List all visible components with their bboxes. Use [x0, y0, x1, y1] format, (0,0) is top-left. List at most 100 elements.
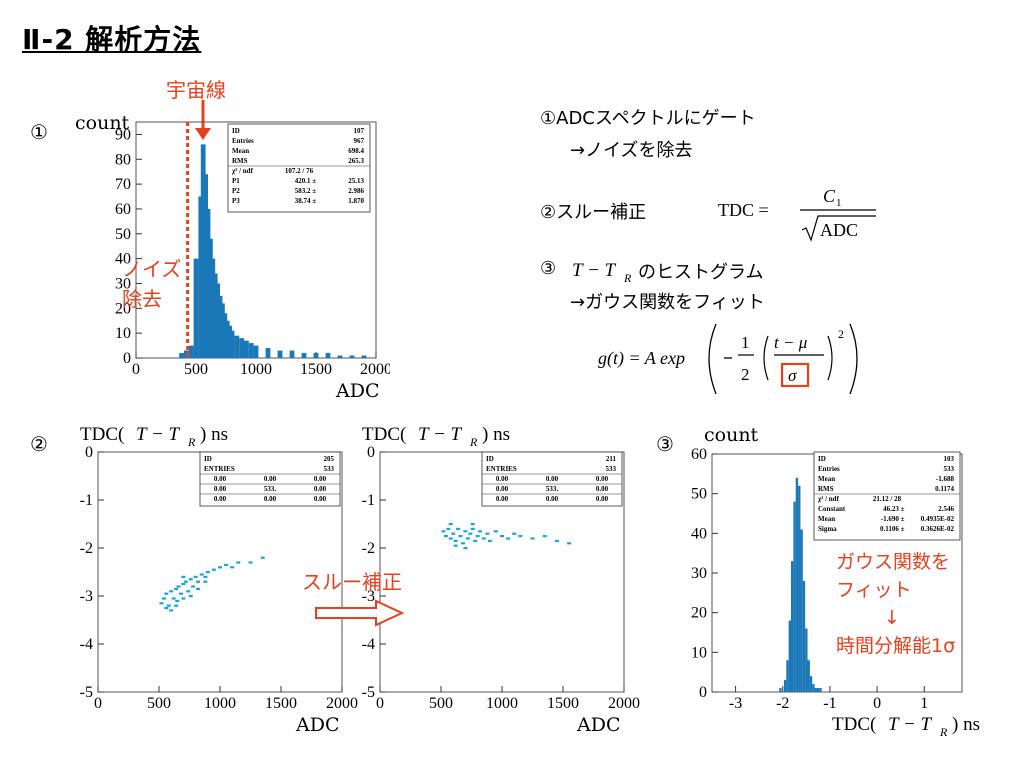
chart3-point — [512, 532, 517, 535]
chart4-bar — [798, 485, 801, 692]
chart4-xlabel-sub: R — [939, 725, 948, 739]
chart3-ylabel-pre: TDC( — [362, 424, 406, 445]
chart1-bar — [325, 353, 331, 358]
marker-1: ① — [30, 120, 48, 144]
chart2-stats-cell: 0.00 — [214, 485, 227, 493]
chart3-ytick-label: -5 — [362, 684, 375, 701]
chart2-point — [199, 573, 204, 576]
chart2-point — [186, 590, 191, 593]
chart1-fit-error: 1.870 — [348, 197, 364, 205]
chart4-stats-value: 103 — [944, 455, 955, 463]
chart1-ytick-label: 20 — [115, 300, 131, 317]
chart1-ytick-label: 70 — [115, 176, 131, 193]
chart1-chi2-value: 107.2 / 76 — [285, 167, 314, 175]
chart3-point — [473, 539, 478, 542]
chart2-ytick-label: 0 — [85, 444, 93, 461]
tdc-formula-den: ADC — [820, 220, 858, 240]
chart4-fit-error: 0.3626E-02 — [921, 525, 955, 533]
chart2-point — [203, 580, 208, 583]
chart4-bar — [783, 680, 787, 692]
chart2-stats-value: 205 — [324, 455, 335, 463]
chart4-xlabel: TDC( T − T R ) ns — [832, 714, 980, 739]
chart1-stats-key: Mean — [232, 147, 249, 155]
chart4-bar — [814, 688, 817, 692]
chart3-stats-cell: 0.00 — [596, 485, 609, 493]
chart3-xtick-label: 2000 — [608, 695, 640, 710]
chart2-xtick-label: 2000 — [326, 695, 358, 710]
chart3-point — [567, 542, 572, 545]
chart2-stats-cell: 0.00 — [214, 475, 227, 483]
chart3-point — [500, 535, 504, 538]
chart3-stats-cell: 0.00 — [596, 475, 609, 483]
gauss-formula-lhs: g(t) = A exp — [598, 348, 685, 369]
chart4-xtick-label: -3 — [729, 695, 742, 712]
chart2-stats-key: ID — [204, 455, 212, 463]
chart3-stats-cell: 0.00 — [546, 495, 559, 503]
chart1-ytick-label: 80 — [115, 151, 131, 168]
chart4-ytick-label: 20 — [691, 605, 707, 622]
chart3-point — [470, 523, 475, 526]
chart3-point — [542, 535, 547, 538]
step3-suffix: のヒストグラム — [638, 262, 764, 283]
step3-prefix: ③ — [540, 258, 557, 279]
chart4-chi2-value: 21.12 / 28 — [873, 495, 902, 503]
chart4-fit-error: 2.546 — [938, 505, 954, 513]
chart1-bar — [301, 353, 307, 358]
chart3-point — [453, 544, 458, 547]
chart3-stats-cell: 0.00 — [546, 475, 559, 483]
noise-label-line1: ノイズ — [122, 257, 182, 281]
gauss-fit-line1: ガウス関数を — [836, 551, 951, 573]
chart4-bar — [807, 660, 810, 692]
chart2-xtick-label: 1500 — [265, 695, 297, 710]
chart1-fit-param: P2 — [232, 187, 240, 195]
chart3-point — [463, 547, 468, 550]
t-minus-tr: T − T — [572, 260, 617, 281]
chart3-xtick-label: 500 — [429, 695, 453, 710]
chart3-point — [443, 535, 448, 538]
chart1-xtick-label: 1000 — [240, 361, 272, 378]
chart2-stats-cell: 0.00 — [314, 485, 327, 493]
chart3-ylabel-sub: R — [469, 435, 478, 449]
chart4-ytick-label: 30 — [691, 565, 707, 582]
chart1-fit-param: P3 — [232, 197, 240, 205]
gauss-fit-annotation: ガウス関数を フィット ↓ 時間分解能1σ — [836, 548, 955, 660]
chart4-bar — [779, 688, 782, 692]
chart1-bar — [234, 335, 240, 358]
chart4-bar — [805, 628, 808, 692]
chart4-stats-key: RMS — [818, 485, 834, 493]
chart4-xtick-label: 0 — [873, 695, 881, 712]
chart1-bar — [289, 350, 295, 358]
chart1-ylabel: count — [75, 112, 130, 134]
chart4-ytick-label: 40 — [691, 525, 707, 542]
chart4-stats-value: 0.1174 — [935, 485, 954, 493]
chart4-bar — [795, 477, 799, 692]
gauss-den1: 2 — [741, 365, 750, 384]
chart2-stats-cell: 0.00 — [264, 495, 277, 503]
chart2-point — [169, 609, 174, 612]
tdc-formula: TDC = C 1 ADC — [718, 186, 876, 242]
chart2-ylabel-pre: TDC( — [80, 424, 124, 445]
chart4-ytick-label: 10 — [691, 644, 707, 661]
chart4-ytick-label: 60 — [691, 446, 707, 463]
chart1-xtick-label: 0 — [132, 361, 140, 378]
gauss-num2: t − μ — [774, 333, 807, 352]
chart1-fit-value: 420.1 ± — [295, 177, 317, 185]
chart2-point — [191, 585, 196, 588]
chart1-fit-error: 25.13 — [348, 177, 364, 185]
chart4-fit-param: Constant — [818, 505, 846, 513]
chart2-point — [178, 592, 183, 595]
chart2-xtick-label: 500 — [147, 695, 171, 710]
t-minus-tr-sub: R — [623, 271, 632, 285]
gauss-formula: g(t) = A exp 1 2 t − μ σ 2 — [598, 323, 858, 395]
chart4-fit-value: -1.690 ± — [881, 515, 905, 523]
tdc-formula-num: C — [823, 186, 836, 206]
chart1-bar — [179, 353, 184, 358]
chart3-stats-box — [481, 451, 623, 507]
chart3-xtick-label: 0 — [376, 695, 384, 710]
chart1-chi2-label: χ² / ndf — [231, 167, 254, 175]
marker-3: ③ — [656, 432, 674, 456]
chart3-stats-value: 533 — [606, 465, 617, 473]
chart2-stats-cell: 0.00 — [314, 475, 327, 483]
time-difference-histogram-chart: 0 10 20 30 40 50 60 -3 -2 -1 0 1 ID 103 Entries 533 Mean… — [691, 446, 963, 712]
